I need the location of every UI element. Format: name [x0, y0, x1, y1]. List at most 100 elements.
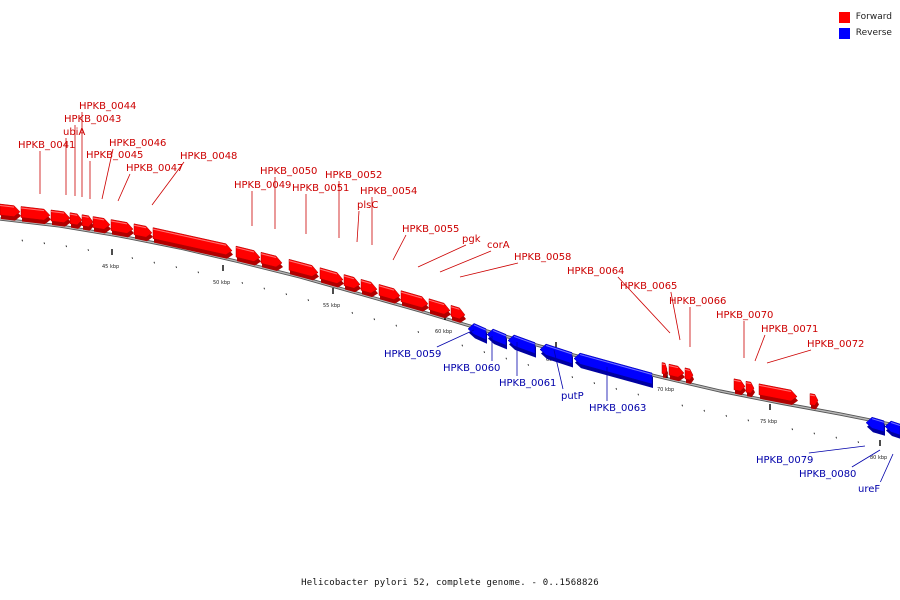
forward-gene-arrow	[661, 362, 668, 379]
forward-leader-line	[617, 276, 671, 334]
forward-gene-arrow	[20, 206, 51, 225]
minor-tick	[241, 281, 244, 284]
gene-arrow-highlight	[378, 285, 395, 291]
backbone-line	[0, 218, 900, 427]
gene-arrow-face	[400, 290, 429, 308]
gene-arrow-face	[81, 214, 94, 228]
gene-arrow-highlight	[152, 228, 227, 246]
minor-tick	[637, 393, 640, 396]
minor-tick	[615, 387, 618, 390]
forward-gene-arrow	[92, 216, 111, 234]
gene-arrow-highlight	[20, 207, 45, 212]
forward-gene-label: HPKB_0072	[807, 339, 864, 350]
forward-gene-label: HPKB_0048	[180, 151, 237, 162]
minor-tick	[21, 239, 24, 242]
gene-arrow-highlight	[871, 418, 885, 423]
gene-arrow-face	[668, 363, 685, 378]
gene-arrow-highlight	[684, 368, 690, 371]
gene-arrow-highlight	[360, 280, 372, 285]
gene-arrow-face	[745, 380, 755, 394]
gene-arrow-highlight	[579, 354, 653, 375]
forward-gene-label: HPKB_0046	[109, 138, 166, 149]
reverse-gene-arrow	[486, 328, 507, 350]
gene-arrow-face	[661, 362, 668, 375]
forward-gene-arrow	[110, 219, 134, 238]
forward-gene-arrow	[235, 245, 261, 266]
forward-gene-arrow	[343, 274, 361, 293]
minor-tick	[835, 436, 838, 439]
gene-arrow-highlight	[733, 379, 741, 383]
forward-gene-label: HPKB_0041	[18, 140, 75, 151]
minor-tick	[593, 382, 596, 385]
forward-gene-label: HPKB_0050	[260, 166, 317, 177]
gene-arrow-face	[378, 284, 401, 300]
forward-leader-line	[766, 349, 812, 364]
minor-tick	[87, 249, 90, 252]
tick-label: 50 kbp	[213, 280, 230, 286]
gene-arrow-highlight	[661, 363, 666, 366]
gene-arrow-face	[319, 267, 344, 284]
forward-gene-label: HPKB_0070	[716, 310, 773, 321]
forward-gene-arrow	[50, 209, 71, 227]
forward-gene-label: corA	[487, 240, 510, 251]
reverse-gene-arrow	[573, 352, 653, 388]
gene-arrow-highlight	[450, 306, 460, 310]
forward-gene-arrow	[260, 251, 283, 271]
minor-tick	[857, 441, 860, 444]
tick-label: 80 kbp	[870, 455, 887, 461]
minor-tick	[571, 376, 574, 379]
forward-leader-line	[117, 173, 131, 202]
gene-arrow-highlight	[400, 291, 423, 299]
forward-gene-label: HPKB_0051	[292, 183, 349, 194]
forward-swatch	[838, 11, 850, 23]
reverse-gene-label: HPKB_0059	[384, 349, 441, 360]
forward-gene-label: HPKB_0052	[325, 170, 382, 181]
forward-leader-line	[356, 210, 360, 243]
gene-arrow-highlight	[809, 394, 815, 397]
minor-tick	[461, 344, 464, 347]
gene-arrow-face	[92, 216, 111, 230]
forward-gene-arrow	[152, 227, 233, 259]
forward-gene-arrow	[319, 267, 344, 288]
tick-label: 70 kbp	[657, 387, 674, 393]
forward-leader-line	[101, 148, 114, 200]
forward-gene-arrow	[428, 298, 451, 319]
reverse-gene-arrow	[507, 334, 536, 358]
reverse-gene-arrow	[467, 323, 487, 344]
gene-arrow-face	[152, 227, 233, 256]
minor-tick	[65, 245, 68, 248]
forward-gene-arrow	[0, 203, 21, 221]
minor-tick	[307, 299, 310, 302]
minor-tick	[197, 271, 200, 274]
minor-tick	[681, 404, 684, 407]
gene-arrow-face	[235, 245, 261, 262]
forward-gene-label: ubiA	[63, 127, 85, 138]
forward-gene-arrow	[400, 290, 429, 312]
reverse-gene-label: HPKB_0080	[799, 469, 856, 480]
minor-tick	[703, 409, 706, 412]
forward-gene-label: HPKB_0055	[402, 224, 459, 235]
minor-tick	[417, 331, 420, 333]
gene-arrow-highlight	[668, 365, 679, 369]
forward-gene-arrow	[360, 278, 378, 298]
gene-arrow-highlight	[890, 422, 900, 426]
minor-tick	[263, 287, 266, 290]
reverse-gene-arrow	[539, 343, 573, 368]
minor-tick	[351, 311, 354, 314]
forward-leader-line	[670, 291, 681, 341]
gene-arrow-highlight	[260, 253, 277, 258]
reverse-gene-label: ureF	[858, 484, 880, 495]
reverse-gene-arrow	[884, 420, 900, 439]
gene-arrow-face	[133, 223, 153, 238]
forward-leader-line	[392, 234, 407, 261]
forward-gene-arrow	[69, 212, 83, 229]
gene-arrow-highlight	[545, 345, 573, 355]
reverse-gene-label: HPKB_0060	[443, 363, 500, 374]
gene-arrow-face	[0, 203, 21, 217]
gene-arrow-highlight	[473, 324, 487, 331]
gene-arrow-face	[110, 219, 134, 234]
gene-arrow-face	[573, 352, 653, 385]
minor-tick	[373, 318, 376, 321]
tick-label: 60 kbp	[435, 329, 452, 335]
